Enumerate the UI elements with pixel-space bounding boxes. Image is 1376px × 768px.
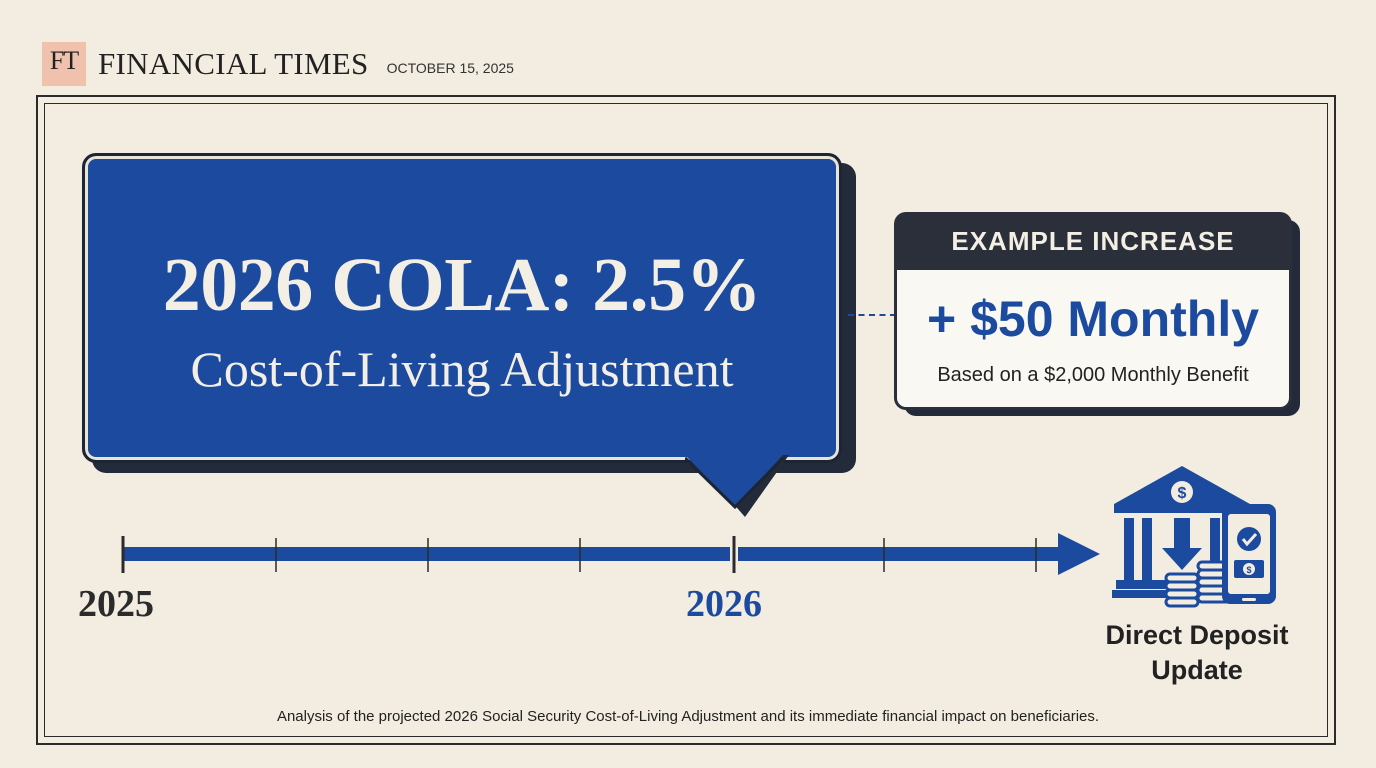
- outer-frame: [36, 95, 1336, 745]
- masthead: FT FINANCIAL TIMES OCTOBER 15, 2025: [42, 42, 514, 86]
- publication-date: OCTOBER 15, 2025: [386, 60, 514, 76]
- headline-title: 2026 COLA: 2.5%: [162, 243, 762, 327]
- inner-frame: [44, 103, 1328, 737]
- example-increase-card: EXAMPLE INCREASE + $50 Monthly Based on …: [894, 212, 1292, 410]
- deposit-label-line2: Update: [1151, 655, 1243, 685]
- deposit-label: Direct Deposit Update: [1082, 618, 1312, 688]
- example-header: EXAMPLE INCREASE: [951, 225, 1235, 256]
- headline-subtitle: Cost-of-Living Adjustment: [190, 341, 734, 397]
- example-amount: + $50 Monthly: [926, 291, 1260, 347]
- ft-logo: FT: [42, 42, 86, 86]
- timeline-end-year: 2026: [686, 583, 762, 625]
- dashed-connector: [848, 314, 896, 316]
- svg-text:$: $: [1178, 485, 1187, 502]
- headline-bubble: 2026 COLA: 2.5% Cost-of-Living Adjustmen…: [82, 153, 842, 463]
- bubble-tail: [685, 455, 789, 517]
- svg-text:$: $: [1246, 565, 1251, 575]
- timeline-start-year: 2025: [78, 583, 154, 625]
- example-note: Based on a $2,000 Monthly Benefit: [937, 364, 1249, 386]
- deposit-label-line1: Direct Deposit: [1105, 620, 1289, 650]
- publication-name: FINANCIAL TIMES: [98, 46, 369, 81]
- example-body: + $50 Monthly Based on a $2,000 Monthly …: [897, 270, 1289, 407]
- bank-deposit-icon: $ $: [1112, 466, 1276, 608]
- footnote: Analysis of the projected 2026 Social Se…: [276, 708, 1100, 725]
